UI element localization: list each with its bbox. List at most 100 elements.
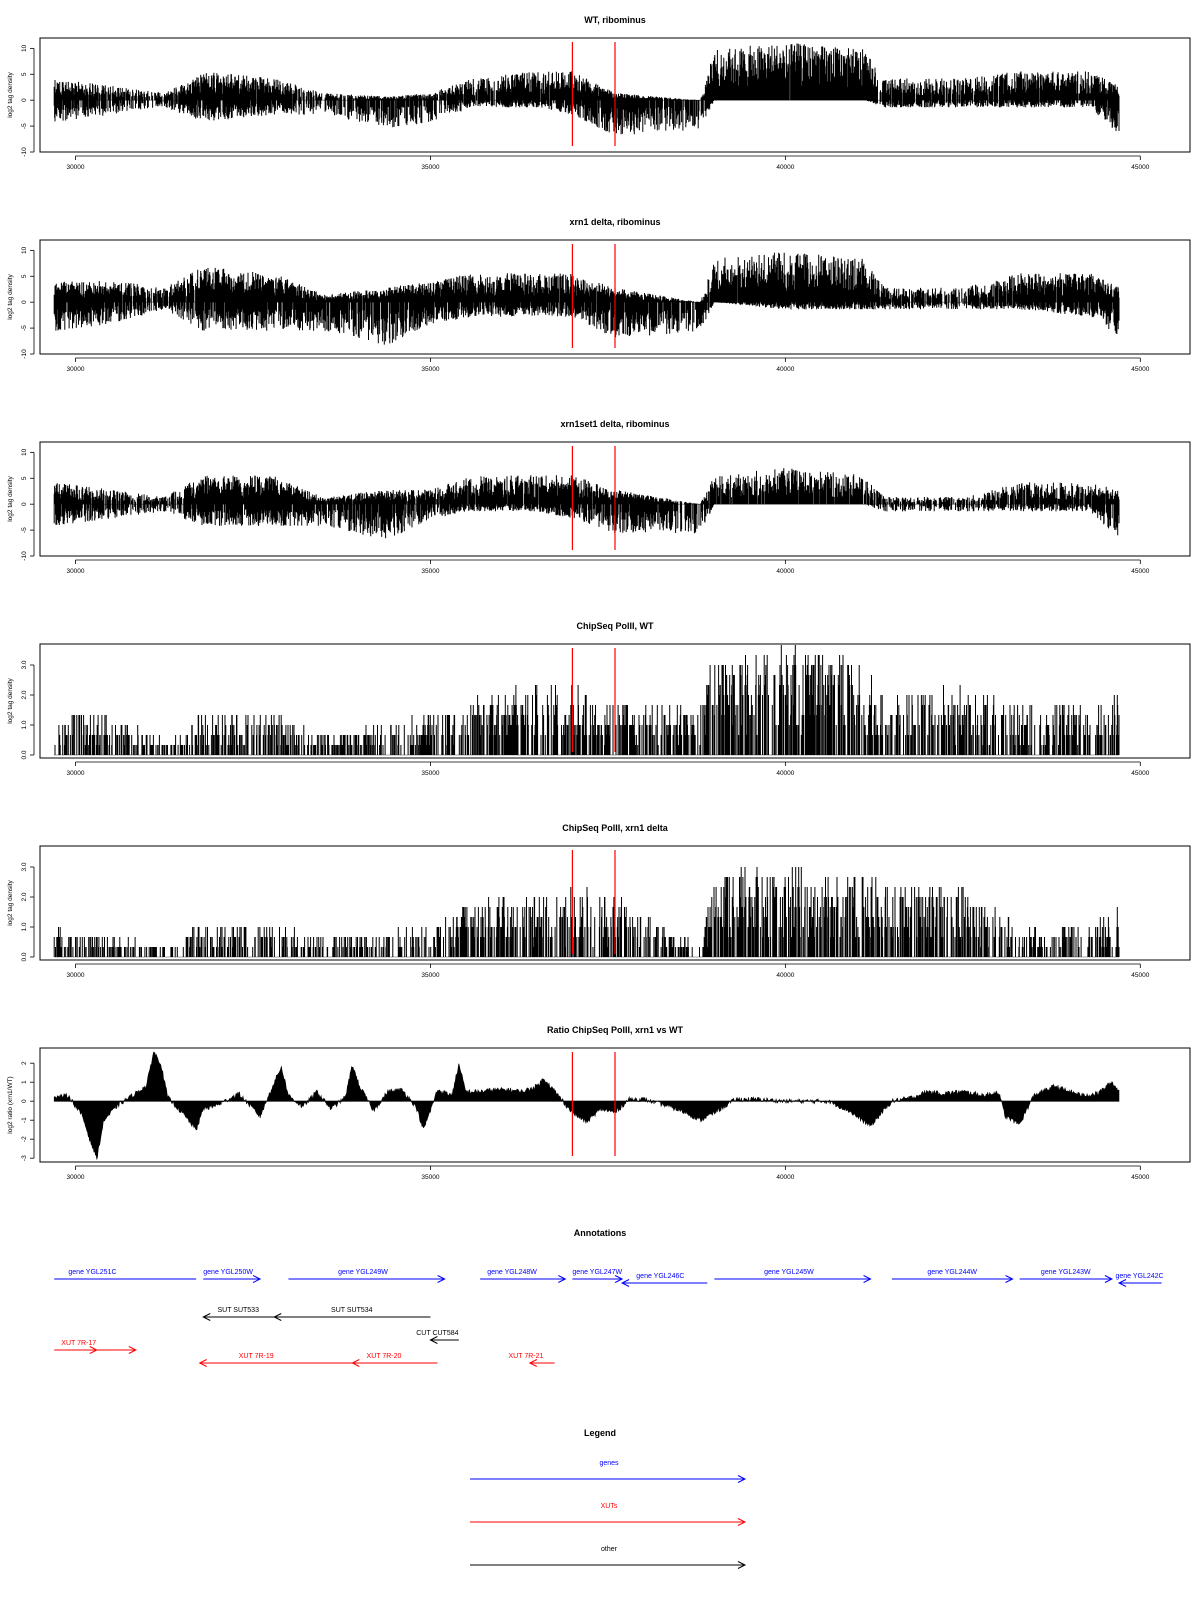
y-tick-label: -10	[21, 349, 28, 359]
y-tick-label: -5	[21, 325, 28, 331]
arrow-head	[198, 1359, 207, 1367]
y-tick-label: 0	[21, 98, 28, 102]
y-axis	[30, 249, 35, 355]
chart-title: xrn1set1 delta, ribominus	[560, 419, 669, 429]
y-tick-label: -10	[21, 551, 28, 561]
x-axis	[75, 1165, 1141, 1170]
annotation-label: SUT SUT534	[331, 1307, 373, 1314]
legend-label: genes	[599, 1460, 619, 1467]
arrow-head	[89, 1346, 98, 1354]
x-tick-label: 35000	[421, 1174, 439, 1181]
y-tick-label: 10	[21, 246, 28, 254]
density-bars	[53, 252, 1120, 345]
y-tick-label: 0	[21, 300, 28, 304]
y-tick-label: 2	[21, 1061, 28, 1065]
density-bars	[53, 43, 1120, 135]
arrow-head	[1104, 1275, 1114, 1283]
plot-frame	[39, 643, 1191, 759]
arrow-head	[429, 1336, 438, 1344]
annotation-label: SUT SUT533	[217, 1307, 259, 1314]
annotation-label: gene YGL249W	[338, 1269, 388, 1276]
x-tick-label: 40000	[776, 164, 794, 171]
arrow-head	[558, 1275, 567, 1283]
x-tick-label: 35000	[421, 366, 439, 373]
annotation-track: gene YGL251C gene YGL250W gene YGL249W gene…	[54, 1269, 1164, 1367]
annotation-gene-7: gene YGL244W	[891, 1269, 1014, 1283]
y-tick-label: -10	[21, 147, 28, 157]
x-tick-label: 35000	[421, 568, 439, 575]
y-tick-label: 10	[21, 448, 28, 456]
annotation-label: gene YGL246C	[636, 1273, 684, 1280]
annotation-other-10: SUT SUT533	[202, 1307, 275, 1321]
density-bars	[53, 867, 1120, 957]
annotation-xut-13: XUT 7R-17	[54, 1340, 98, 1354]
y-axis	[30, 1062, 35, 1159]
annotation-gene-6: gene YGL245W	[714, 1269, 872, 1283]
x-tick-label: 45000	[1131, 366, 1149, 373]
annotation-other-12: CUT CUT584	[416, 1330, 459, 1344]
annotation-gene-4: gene YGL247W	[572, 1269, 624, 1283]
arrow-head	[128, 1346, 137, 1354]
y-tick-label: 0	[21, 1099, 28, 1103]
series-data	[53, 1051, 1120, 1160]
series-data	[53, 244, 1120, 348]
plot-frame	[39, 845, 1191, 961]
plot-frame	[39, 441, 1191, 557]
y-tick-label: -2	[21, 1136, 28, 1142]
y-axis-label: log2 tag density	[7, 273, 14, 319]
y-tick-label: 5	[21, 274, 28, 278]
annotation-gene-3: gene YGL248W	[480, 1269, 567, 1283]
y-tick-label: -1	[21, 1117, 28, 1123]
y-axis-label: log2 tag density	[7, 475, 14, 521]
x-axis	[75, 155, 1141, 160]
y-tick-label: 3.0	[21, 660, 28, 669]
x-axis	[75, 357, 1141, 362]
x-tick-label: 45000	[1131, 770, 1149, 777]
x-tick-label: 45000	[1131, 1174, 1149, 1181]
arrow-head	[273, 1313, 282, 1321]
annotation-label: XUT 7R-21	[509, 1353, 544, 1360]
chart-title: Ratio ChipSeq PolII, xrn1 vs WT	[547, 1025, 684, 1035]
chart-title: WT, ribominus	[584, 15, 646, 25]
arrow-head	[437, 1275, 446, 1283]
series-data	[53, 850, 1120, 958]
annotation-gene-1: gene YGL250W	[203, 1269, 262, 1283]
y-axis	[30, 866, 35, 958]
series-data	[53, 446, 1120, 550]
chart-title: xrn1 delta, ribominus	[569, 217, 660, 227]
x-tick-label: 30000	[66, 164, 84, 171]
y-tick-label: 0.0	[21, 952, 28, 961]
density-bars	[54, 645, 1120, 755]
legend-arrow-head	[737, 1561, 747, 1569]
annotation-xut-14	[96, 1346, 137, 1354]
legend-entry-1: XUTs	[470, 1503, 747, 1526]
annotation-xut-17: XUT 7R-21	[509, 1353, 555, 1367]
annotation-label: XUT 7R-19	[239, 1353, 274, 1360]
y-tick-label: 3.0	[21, 862, 28, 871]
annotation-label: XUT 7R-20	[367, 1353, 402, 1360]
x-tick-label: 30000	[66, 568, 84, 575]
y-axis-label: log2 tag density	[7, 879, 14, 925]
arrow-head	[1117, 1279, 1127, 1287]
x-tick-label: 40000	[776, 366, 794, 373]
x-tick-label: 45000	[1131, 568, 1149, 575]
annotation-label: gene YGL244W	[927, 1269, 977, 1276]
density-bars	[53, 468, 1120, 539]
annotation-label: gene YGL245W	[764, 1269, 814, 1276]
legend: genes XUTs other	[470, 1460, 747, 1569]
chart-title: ChipSeq PolII, WT	[577, 621, 654, 631]
y-axis	[30, 451, 35, 557]
series-data	[54, 645, 1120, 756]
annotation-xut-16: XUT 7R-20	[351, 1353, 438, 1367]
x-tick-label: 45000	[1131, 164, 1149, 171]
annotation-xut-15: XUT 7R-19	[198, 1353, 360, 1367]
legend-label: XUTs	[601, 1503, 618, 1510]
x-tick-label: 30000	[66, 366, 84, 373]
annotation-gene-5: gene YGL246C	[620, 1273, 708, 1287]
x-tick-label: 45000	[1131, 972, 1149, 979]
y-axis-label: log2 tag density	[7, 677, 14, 723]
x-tick-label: 35000	[421, 770, 439, 777]
arrow-head	[528, 1359, 538, 1367]
arrow-head	[252, 1275, 262, 1283]
